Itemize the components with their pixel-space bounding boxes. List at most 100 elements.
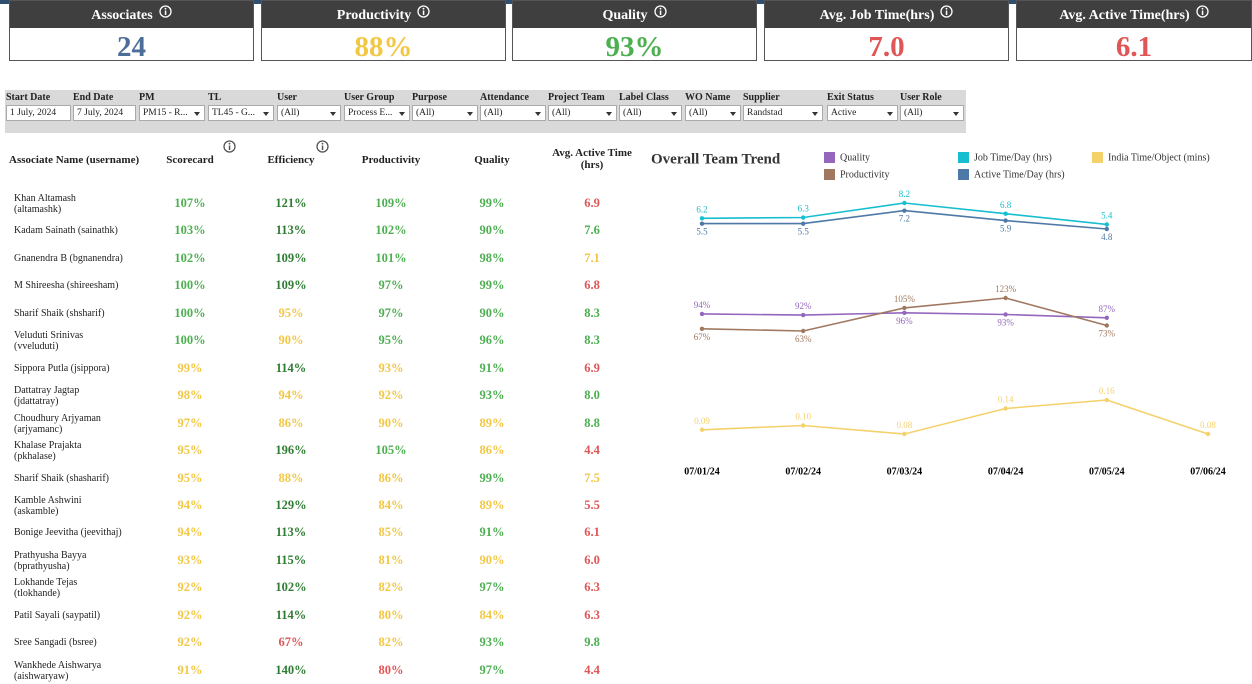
- metric-cell: 105%: [375, 443, 407, 458]
- metric-cell: 115%: [275, 552, 307, 567]
- data-point: [699, 326, 705, 331]
- info-icon[interactable]: [223, 140, 236, 153]
- associate-name: Wankhede Aishwarya (aishwaryaw): [14, 659, 102, 682]
- data-point: [699, 216, 705, 221]
- metric-cell: 95%: [177, 470, 203, 485]
- data-point: [1003, 406, 1008, 411]
- filter-label: Supplier: [743, 92, 780, 103]
- associate-name: Bonige Jeevitha (jeevithaj): [14, 527, 122, 539]
- filter-dropdown[interactable]: (All): [412, 105, 478, 121]
- associate-name: Choudhury Arjyaman (arjyamanc): [14, 412, 101, 435]
- metric-cell: 100%: [174, 333, 206, 348]
- filter-label: Project Team: [548, 92, 605, 103]
- info-icon[interactable]: [417, 5, 430, 18]
- filter-dropdown[interactable]: Randstad: [743, 105, 823, 121]
- filter-dropdown[interactable]: (All): [548, 105, 617, 121]
- legend-label: India Time/Object (mins): [1108, 152, 1210, 163]
- associate-name: M Shireesha (shireesham): [14, 280, 119, 292]
- kpi-header: Avg. Active Time(hrs): [1017, 1, 1251, 28]
- metric-cell: 8.3: [584, 333, 600, 348]
- info-icon[interactable]: [316, 140, 329, 153]
- legend-swatch: [958, 152, 969, 163]
- data-point: [699, 311, 705, 317]
- metric-cell: 82%: [378, 580, 404, 595]
- filter-dropdown[interactable]: 1 July, 2024: [6, 105, 71, 121]
- kpi-header: Quality: [513, 1, 756, 28]
- metric-cell: 84%: [378, 497, 404, 512]
- filter-dropdown[interactable]: Active: [827, 105, 898, 121]
- data-point: [902, 310, 907, 316]
- filter-label: WO Name: [685, 92, 731, 103]
- x-tick-label: 07/02/24: [785, 466, 821, 477]
- metric-cell: 93%: [479, 635, 505, 650]
- data-point: [1104, 323, 1109, 328]
- info-icon[interactable]: [653, 5, 667, 18]
- metric-cell: 100%: [174, 305, 206, 320]
- filter-dropdown[interactable]: Process E...: [344, 105, 410, 121]
- metric-cell: 97%: [378, 278, 404, 293]
- filter-label: Purpose: [412, 92, 447, 103]
- filter-dropdown[interactable]: (All): [900, 105, 964, 121]
- legend-swatch: [1092, 152, 1103, 163]
- data-point: [801, 423, 806, 428]
- metric-cell: 4.4: [584, 662, 600, 677]
- metric-cell: 89%: [479, 497, 505, 512]
- metric-cell: 90%: [479, 223, 505, 238]
- data-point: [699, 427, 705, 432]
- associate-name: Sharif Shaik (shasharif): [14, 472, 109, 484]
- metric-cell: 92%: [177, 607, 203, 622]
- filter-dropdown[interactable]: TL45 - G...: [208, 105, 274, 121]
- data-label: 0.08: [1200, 420, 1216, 430]
- metric-cell: 90%: [479, 552, 505, 567]
- kpi-header: Avg. Job Time(hrs): [765, 1, 1008, 28]
- metric-cell: 86%: [479, 443, 505, 458]
- filter-dropdown[interactable]: (All): [480, 105, 546, 121]
- filter-dropdown[interactable]: (All): [685, 105, 741, 121]
- kpi-card: Avg. Job Time(hrs) 7.0: [764, 0, 1009, 63]
- metric-cell: 93%: [378, 360, 404, 375]
- info-icon[interactable]: [159, 5, 172, 18]
- legend-swatch: [824, 152, 835, 163]
- data-label: 67%: [694, 332, 711, 342]
- kpi-label: Avg. Active Time(hrs): [1059, 8, 1190, 23]
- kpi-value: 24: [117, 31, 146, 63]
- kpi-label: Quality: [602, 8, 648, 23]
- data-label: 105%: [894, 294, 916, 304]
- filter-dropdown[interactable]: PM15 - R...: [139, 105, 205, 121]
- metric-cell: 84%: [479, 607, 505, 622]
- kpi-label: Avg. Job Time(hrs): [819, 8, 935, 23]
- metric-cell: 99%: [479, 278, 505, 293]
- metric-cell: 107%: [174, 196, 206, 210]
- metric-cell: 129%: [275, 497, 307, 512]
- filter-dropdown[interactable]: (All): [619, 105, 682, 121]
- data-point: [1104, 315, 1109, 320]
- metric-cell: 94%: [278, 388, 304, 403]
- metric-cell: 7.5: [584, 470, 600, 485]
- kpi-card: Productivity 88%: [261, 0, 506, 63]
- metric-cell: 80%: [378, 607, 404, 622]
- metric-cell: 91%: [479, 525, 505, 540]
- metric-cell: 92%: [378, 388, 404, 403]
- metric-cell: 95%: [278, 305, 304, 320]
- kpi-label: Associates: [91, 8, 153, 23]
- associate-name: Lokhande Tejas (tlokhande): [14, 577, 78, 600]
- filter-panel: Start Date 1 July, 2024 End Date 7 July, 20…: [5, 90, 966, 133]
- column-header: Efficiency: [267, 154, 315, 166]
- filter-label: User: [277, 92, 297, 103]
- info-holder: [217, 140, 236, 159]
- data-point: [902, 305, 907, 311]
- metric-cell: 99%: [177, 360, 203, 375]
- info-icon[interactable]: [1195, 5, 1209, 18]
- metric-cell: 97%: [378, 305, 404, 320]
- data-label: 0.08: [897, 420, 913, 430]
- info-icon[interactable]: [940, 5, 954, 18]
- legend-label: Quality: [840, 152, 870, 163]
- filter-dropdown[interactable]: (All): [277, 105, 341, 121]
- filter-dropdown[interactable]: 7 July, 2024: [73, 105, 136, 121]
- metric-cell: 102%: [275, 580, 307, 595]
- data-point: [1104, 222, 1109, 227]
- info-holder: [310, 140, 329, 159]
- data-label: 0.16: [1099, 386, 1115, 396]
- data-label: 6.3: [798, 204, 810, 214]
- associate-name: Kamble Ashwini (askamble): [14, 494, 82, 517]
